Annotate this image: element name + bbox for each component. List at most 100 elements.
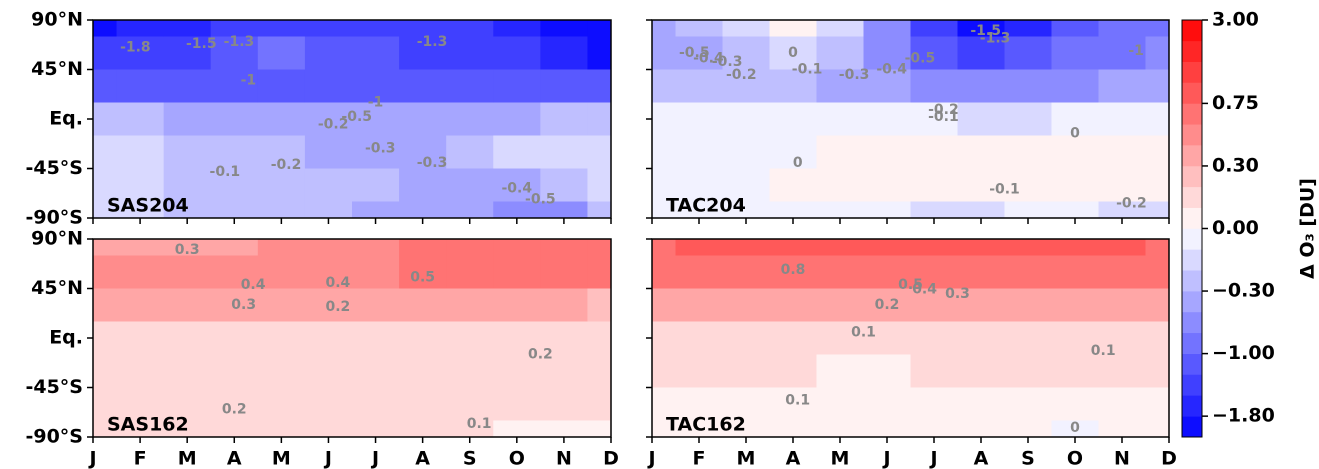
- contour-cell: [675, 20, 723, 37]
- colorbar-block: [1182, 270, 1202, 292]
- colorbar-block: [1182, 249, 1202, 271]
- contour-cell: [93, 135, 118, 169]
- contour-label: 0.1: [785, 393, 810, 409]
- contour-cell: [1004, 387, 1052, 421]
- contour-cell: [93, 36, 118, 70]
- contour-cell: [399, 321, 447, 355]
- contour-label: -0.5: [679, 45, 710, 61]
- contour-cell: [446, 387, 494, 421]
- contour-cell: [304, 201, 353, 218]
- contour-cell: [1098, 387, 1146, 421]
- contour-cell: [540, 201, 588, 218]
- contour-cell: [587, 102, 611, 136]
- contour-cell: [352, 36, 400, 70]
- contour-cell: [1145, 168, 1169, 202]
- contour-cell: [769, 387, 817, 421]
- contour-cell: [769, 102, 817, 136]
- contour-cell: [93, 168, 118, 202]
- contour-cell: [1145, 36, 1169, 70]
- contour-cell: [1098, 420, 1146, 437]
- contour-cell: [816, 135, 864, 169]
- contour-cell: [116, 239, 165, 256]
- contour-cell: [257, 321, 306, 355]
- contour-cell: [1098, 168, 1146, 202]
- contour-cell: [652, 288, 676, 322]
- contour-cell: [304, 168, 353, 202]
- contour-label: -1.3: [980, 31, 1011, 47]
- x-tick-label: A: [415, 448, 430, 469]
- contour-cell: [863, 387, 911, 421]
- contour-cell: [163, 420, 212, 437]
- contour-cell: [493, 135, 541, 169]
- contour-cell: [304, 255, 353, 289]
- contour-cell: [93, 102, 118, 136]
- colorbar-tick-label: −1.80: [1212, 405, 1275, 427]
- contour-cell: [863, 135, 911, 169]
- contour-cell: [446, 168, 494, 202]
- contour-cell: [257, 168, 306, 202]
- contour-label: 0.3: [945, 286, 970, 302]
- contour-cell: [1051, 69, 1099, 103]
- contour-cell: [722, 239, 770, 256]
- contour-cell: [1004, 239, 1052, 256]
- contour-cell: [163, 354, 212, 388]
- colorbar-block: [1182, 395, 1202, 417]
- contour-cell: [493, 420, 541, 437]
- contour-cell: [304, 36, 353, 70]
- contour-cell: [540, 420, 588, 437]
- contour-cell: [399, 168, 447, 202]
- x-tick-label: J: [370, 448, 379, 469]
- contour-cell: [863, 69, 911, 103]
- contour-cell: [493, 168, 541, 202]
- contour-cell: [210, 36, 259, 70]
- contour-cell: [769, 354, 817, 388]
- contour-cell: [116, 36, 165, 70]
- contour-label: 0.4: [241, 277, 266, 293]
- contour-cell: [957, 20, 1005, 37]
- contour-cell: [210, 321, 259, 355]
- contour-cell: [957, 135, 1005, 169]
- contour-cell: [446, 354, 494, 388]
- colorbar-tick-label: −1.00: [1212, 342, 1275, 364]
- contour-cell: [540, 36, 588, 70]
- contour-cell: [1051, 387, 1099, 421]
- colorbar-tick-label: 0.75: [1212, 92, 1259, 114]
- contour-cell: [587, 288, 611, 322]
- contour-cell: [1098, 321, 1146, 355]
- contour-cell: [722, 255, 770, 289]
- contour-cell: [1004, 201, 1052, 218]
- contour-cell: [652, 255, 676, 289]
- contour-cell: [352, 420, 400, 437]
- contour-cell: [769, 420, 817, 437]
- contour-cell: [540, 135, 588, 169]
- contour-cell: [304, 420, 353, 437]
- contour-label: 0.4: [912, 282, 937, 298]
- contour-cell: [493, 288, 541, 322]
- y-tick-label: 90°N: [31, 228, 83, 250]
- contour-cell: [587, 354, 611, 388]
- contour-cell: [816, 420, 864, 437]
- x-tick-label: J: [646, 448, 655, 469]
- contour-cell: [1145, 354, 1169, 388]
- contour-cell: [587, 321, 611, 355]
- contour-cell: [399, 288, 447, 322]
- contour-cell: [652, 201, 676, 218]
- contour-cell: [816, 387, 864, 421]
- x-tick-label: O: [1067, 448, 1083, 469]
- contour-cell: [1145, 239, 1169, 256]
- contour-cell: [1004, 20, 1052, 37]
- contour-cell: [446, 69, 494, 103]
- contour-cell: [722, 387, 770, 421]
- contour-cell: [910, 69, 958, 103]
- contour-cell: [399, 69, 447, 103]
- colorbar-block: [1182, 207, 1202, 229]
- contour-cell: [1145, 321, 1169, 355]
- contour-label: -1: [241, 73, 257, 89]
- contour-cell: [769, 69, 817, 103]
- contour-cell: [957, 239, 1005, 256]
- contour-cell: [652, 135, 676, 169]
- contour-cell: [93, 354, 118, 388]
- contour-cell: [304, 239, 353, 256]
- contour-cell: [1051, 288, 1099, 322]
- x-tick-label: M: [737, 448, 756, 469]
